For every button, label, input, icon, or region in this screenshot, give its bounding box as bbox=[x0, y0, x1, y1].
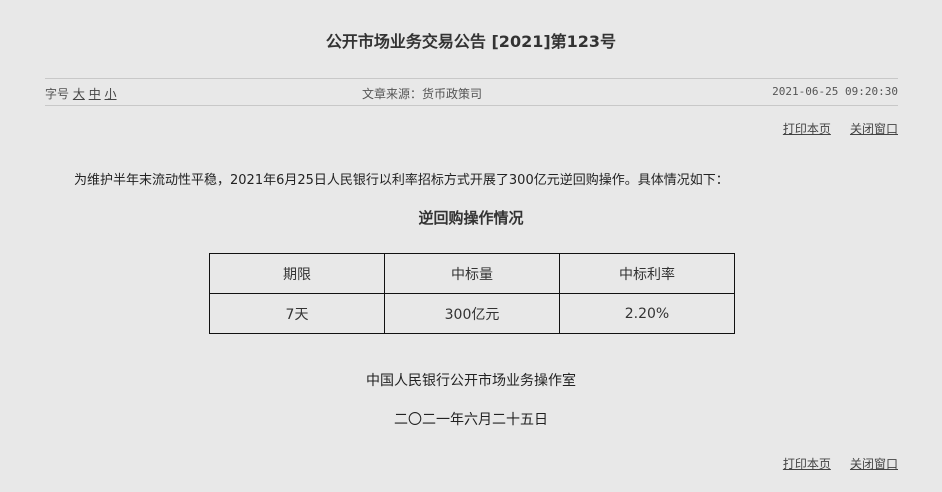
term-cell: 7天 bbox=[209, 293, 385, 334]
top-actions: 打印本页 关闭窗口 bbox=[783, 118, 898, 137]
amount-cell: 300亿元 bbox=[384, 293, 560, 334]
header-cell: 中标量 bbox=[384, 253, 560, 294]
section-subtitle: 逆回购操作情况 bbox=[418, 209, 524, 227]
intro-paragraph: 为维护半年末流动性平稳，2021年6月25日人民银行以利率招标方式开展了300亿… bbox=[74, 173, 729, 188]
header-cell: 中标利率 bbox=[559, 253, 735, 294]
table-header-row: 期限 中标量 中标利率 bbox=[209, 253, 735, 294]
print-page-link[interactable]: 打印本页 bbox=[782, 457, 831, 471]
font-small-button[interactable]: 小 bbox=[104, 87, 117, 101]
bottom-actions: 打印本页 关闭窗口 bbox=[783, 453, 898, 472]
close-window-link[interactable]: 关闭窗口 bbox=[849, 457, 898, 471]
font-size-label: 字号 bbox=[45, 87, 70, 101]
table-row: 7天 300亿元 2.20% bbox=[209, 293, 735, 334]
operation-table: 期限 中标量 中标利率 7天 300亿元 2.20% bbox=[209, 253, 735, 334]
header-cell: 期限 bbox=[209, 253, 385, 294]
signature: 中国人民银行公开市场业务操作室 bbox=[366, 373, 576, 389]
divider bbox=[45, 105, 898, 106]
rate-cell: 2.20% bbox=[559, 293, 735, 334]
divider bbox=[45, 78, 898, 79]
print-page-link[interactable]: 打印本页 bbox=[782, 122, 831, 136]
publish-datetime: 2021-06-25 09:20:30 bbox=[772, 85, 898, 98]
signature-date: 二〇二一年六月二十五日 bbox=[394, 412, 548, 428]
article-source: 文章来源：货币政策司 bbox=[362, 87, 483, 101]
font-large-button[interactable]: 大 bbox=[72, 87, 85, 101]
font-size-controls: 字号 大 中 小 bbox=[45, 85, 117, 102]
page-title: 公开市场业务交易公告 [2021]第123号 bbox=[325, 32, 617, 51]
close-window-link[interactable]: 关闭窗口 bbox=[849, 122, 898, 136]
font-medium-button[interactable]: 中 bbox=[88, 87, 101, 101]
